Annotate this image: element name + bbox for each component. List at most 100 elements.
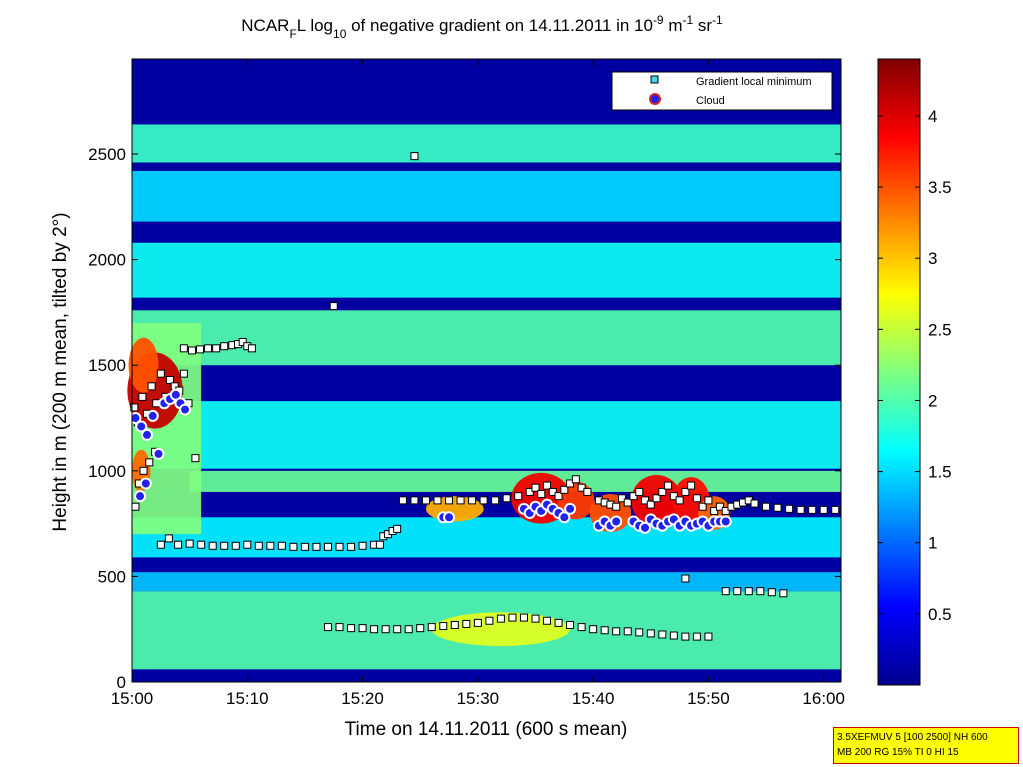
gradient-minimum-point (750, 499, 759, 508)
gradient-minimum-point (687, 481, 696, 490)
gradient-minimum-point (577, 483, 586, 492)
gradient-minimum-point (208, 541, 217, 550)
gradient-minimum-point (456, 496, 465, 505)
gradient-minimum-point (641, 496, 650, 505)
gradient-minimum-point (773, 503, 782, 512)
gradient-minimum-point (600, 626, 609, 635)
gradient-minimum-point (468, 496, 477, 505)
gradient-minimum-point (577, 623, 586, 632)
cloud-markers (129, 388, 732, 534)
gradient-minimum-point (692, 494, 701, 503)
gradient-minimum-point (312, 542, 321, 551)
gradient-minimum-point (502, 494, 511, 503)
legend: Gradient local minimum Cloud (611, 71, 833, 111)
parameter-line-1: 3.5XEFMUV 5 [100 2500] NH 600 (837, 732, 988, 743)
colorbar-tick-label: 0.5 (928, 605, 952, 624)
gradient-minimum-point (519, 613, 528, 622)
gradient-minimum-point (681, 632, 690, 641)
gradient-minimum-point (629, 492, 638, 501)
x-tick-label: 16:00 (802, 689, 845, 708)
gradient-minimum-point (566, 620, 575, 629)
x-tick-label: 15:10 (226, 689, 269, 708)
gradient-minimum-point (721, 587, 730, 596)
x-tick-label: 15:40 (572, 689, 615, 708)
colorbar-tick-label: 4 (928, 107, 937, 126)
gradient-minimum-point (277, 541, 286, 550)
cloud-point (134, 490, 147, 503)
legend-square-marker (650, 75, 659, 84)
gradient-minimum-point (174, 540, 183, 549)
colorbar-tick-label: 1 (928, 534, 937, 553)
chart-title: NCARFL log10 of negative gradient on 14.… (241, 13, 723, 41)
gradient-minimum-point (681, 487, 690, 496)
gradient-minimum-point (566, 479, 575, 488)
gradient-minimum-point (393, 625, 402, 634)
gradient-minimum-point (266, 541, 275, 550)
gradient-minimum-point (231, 541, 240, 550)
gradient-minimum-point (300, 542, 309, 551)
heatmap-bands (132, 124, 841, 670)
gradient-minimum-point (156, 369, 165, 378)
gradient-minimum-point (583, 487, 592, 496)
heatmap-hotspot (128, 337, 159, 393)
cloud-point (443, 511, 456, 524)
gradient-minimum-point (289, 542, 298, 551)
gradient-minimum-point (335, 623, 344, 632)
colorbar-tick-label: 1.5 (928, 463, 952, 482)
plot-area (127, 59, 841, 682)
parameter-box: 3.5XEFMUV 5 [100 2500] NH 600 MB 200 RG … (833, 727, 1019, 764)
gradient-minimum-point (479, 496, 488, 505)
colorbar-tick-label: 2.5 (928, 320, 952, 339)
gradient-minimum-point (179, 344, 188, 353)
heatmap-band (132, 124, 841, 163)
gradient-minimum-point (179, 369, 188, 378)
gradient-minimum-point (410, 152, 419, 161)
cloud-point (639, 521, 652, 534)
gradient-minimum-point (485, 616, 494, 625)
gradient-minimum-point (658, 487, 667, 496)
gradient-minimum-point (164, 534, 173, 543)
y-axis-label: Height in m (200 m mean, tilted by 2°) (50, 212, 71, 531)
gradient-minimum-point (658, 630, 667, 639)
colorbar-tick-label: 3.5 (928, 178, 952, 197)
gradient-minimum-point (427, 623, 436, 632)
gradient-minimum-point (335, 542, 344, 551)
gradient-minimum-point (514, 492, 523, 501)
gradient-minimum-point (404, 625, 413, 634)
gradient-minimum-point (704, 632, 713, 641)
cloud-point (179, 403, 192, 416)
y-tick-label: 0 (117, 673, 126, 692)
gradient-minimum-point (623, 627, 632, 636)
gradient-minimum-point (138, 392, 147, 401)
gradient-minimum-point (525, 487, 534, 496)
gradient-minimum-point (537, 490, 546, 499)
gradient-minimum-point (692, 632, 701, 641)
cloud-point (564, 502, 577, 515)
gradient-minimum-point (147, 382, 156, 391)
gradient-minimum-point (238, 337, 247, 346)
gradient-minimum-point (646, 629, 655, 638)
cloud-point (558, 511, 571, 524)
gradient-minimum-point (329, 302, 338, 311)
cloud-point (135, 420, 148, 433)
gradient-minimum-point (347, 624, 356, 633)
x-tick-label: 15:20 (341, 689, 384, 708)
gradient-minimum-point (548, 487, 557, 496)
x-tick-label: 15:30 (457, 689, 500, 708)
y-tick-label: 1500 (88, 356, 126, 375)
gradient-minimum-point (543, 481, 552, 490)
cloud-point (610, 515, 623, 528)
gradient-minimum-point (669, 631, 678, 640)
gradient-minimum-point (185, 539, 194, 548)
gradient-minimum-point (635, 487, 644, 496)
gradient-minimum-point (398, 496, 407, 505)
gradient-minimum-point (247, 344, 256, 353)
gradient-minimum-point (433, 496, 442, 505)
heatmap-band (132, 170, 841, 222)
gradient-minimum-point (623, 498, 632, 507)
gradient-minimum-point (254, 541, 263, 550)
heatmap-band (132, 401, 841, 469)
gradient-minimum-point (243, 540, 252, 549)
y-tick-label: 1000 (88, 462, 126, 481)
legend-box (611, 71, 833, 111)
